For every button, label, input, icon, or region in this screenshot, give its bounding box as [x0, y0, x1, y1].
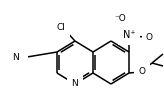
Text: O: O [145, 33, 152, 42]
Text: ⁻O: ⁻O [114, 14, 126, 23]
Text: N⁺: N⁺ [123, 30, 135, 40]
Text: N: N [72, 79, 78, 88]
Text: N: N [12, 53, 19, 62]
Text: Cl: Cl [57, 24, 65, 33]
Text: O: O [139, 66, 145, 76]
